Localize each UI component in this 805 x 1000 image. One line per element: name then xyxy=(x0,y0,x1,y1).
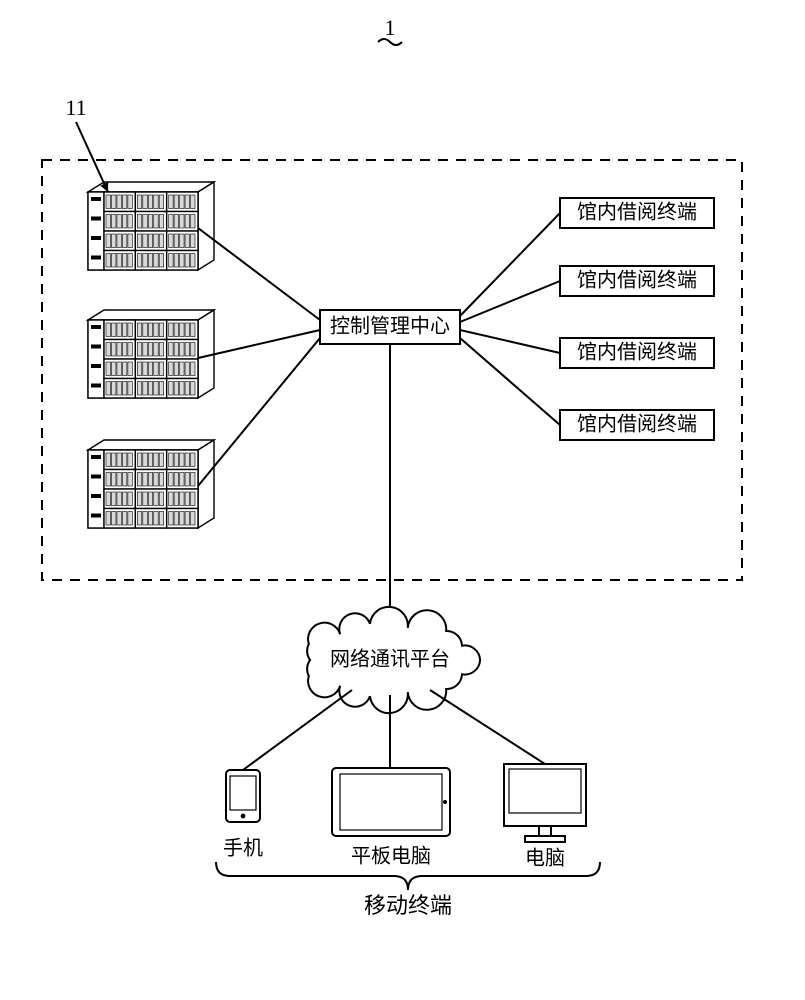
terminal-label: 馆内借阅终端 xyxy=(577,201,697,224)
phone-icon xyxy=(226,770,260,822)
pc-label: 电脑 xyxy=(525,847,565,870)
edge-shelf-center xyxy=(198,228,320,320)
mobile-terminal-label: 移动终端 xyxy=(364,893,452,918)
bookshelf-icon xyxy=(88,182,214,270)
terminal-label: 馆内借阅终端 xyxy=(577,341,697,364)
pc-icon xyxy=(504,764,586,842)
phone-label: 手机 xyxy=(223,837,263,860)
edge-center-terminal xyxy=(460,330,560,353)
bookshelf-icon xyxy=(88,310,214,398)
callout-arrow xyxy=(76,122,108,192)
cloud-label: 网络通讯平台 xyxy=(330,648,450,671)
terminal-label: 馆内借阅终端 xyxy=(577,269,697,292)
edge-shelf-center xyxy=(198,338,320,486)
control-center-label: 控制管理中心 xyxy=(330,315,450,338)
tablet-icon xyxy=(332,768,450,836)
edge-center-terminal xyxy=(460,338,560,425)
edge-cloud-device xyxy=(430,690,545,764)
terminal-label: 馆内借阅终端 xyxy=(577,413,697,436)
callout-11: 11 xyxy=(65,95,86,120)
bookshelf-icon xyxy=(88,440,214,528)
edge-shelf-center xyxy=(198,330,320,358)
figure-number: 1 xyxy=(385,15,396,40)
tablet-label: 平板电脑 xyxy=(351,845,431,868)
edge-cloud-device xyxy=(243,690,352,770)
